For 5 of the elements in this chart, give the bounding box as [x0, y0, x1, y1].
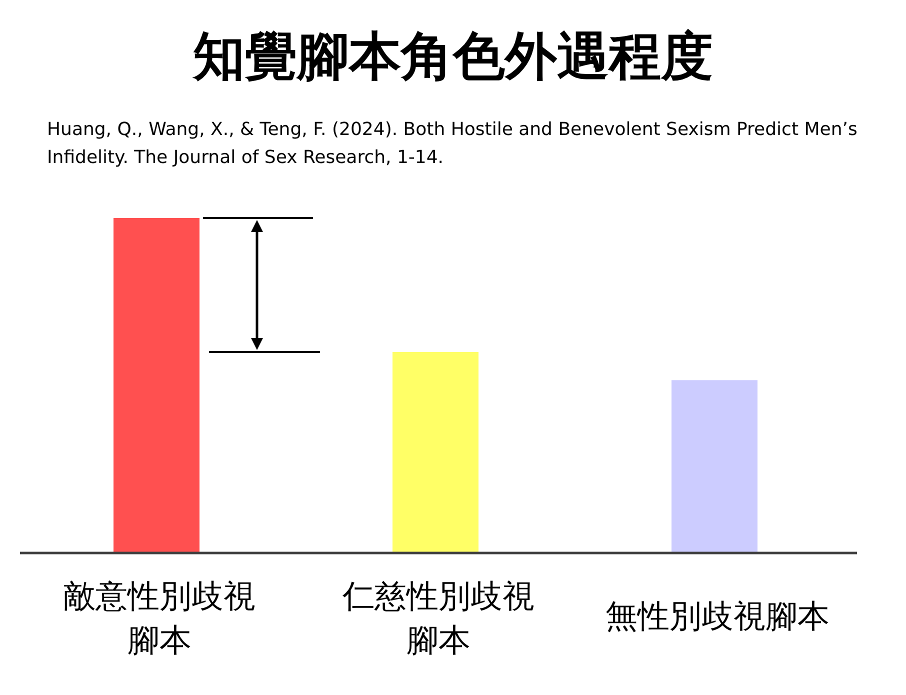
annotation: Huang, Q., Wang, X., & Teng, F. (2024). Both Hostile and Benevolent Sexism Predict Men’s Infidelity. The Journal of Sex Research, 1-14.	[47, 118, 858, 170]
category-label: 無性別歧視腳本	[604, 597, 830, 636]
title: 知覺腳本角色外遇程度	[191, 27, 714, 88]
category-label: 敵意性別歧視腳本	[62, 577, 256, 660]
category-label: 仁慈性別歧視腳本	[342, 577, 536, 660]
